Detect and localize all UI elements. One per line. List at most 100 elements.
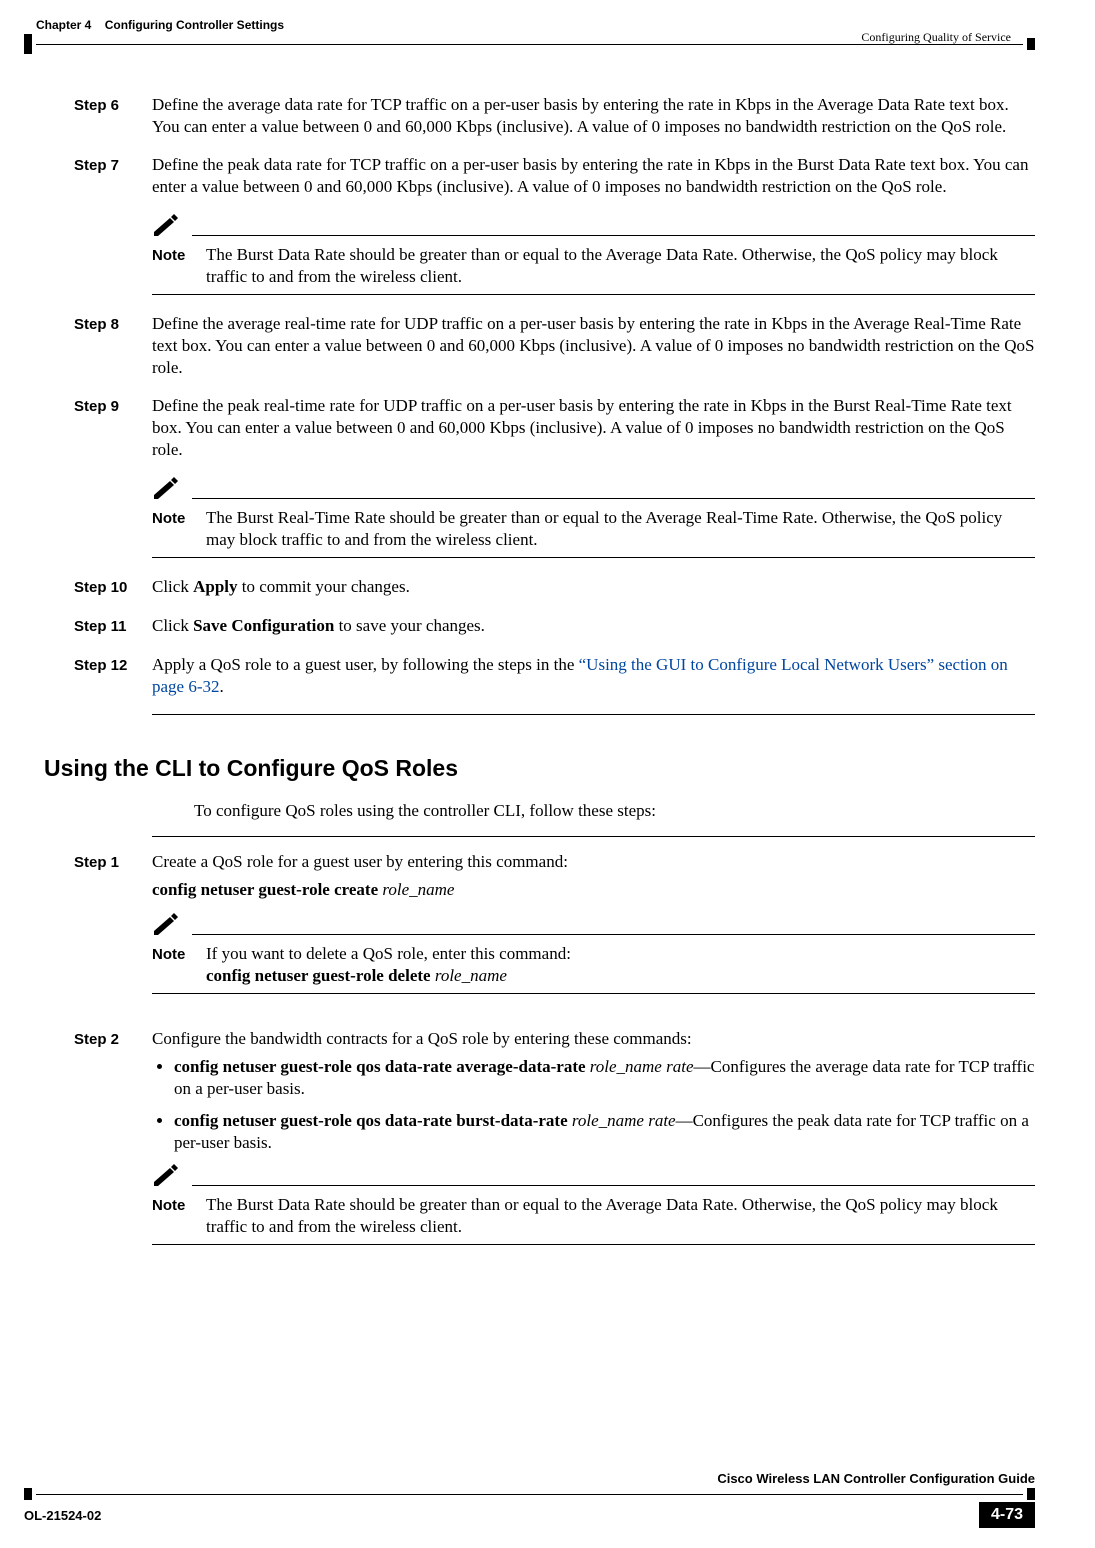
- header-bar-left: [24, 34, 32, 54]
- page-number: 4-73: [979, 1502, 1035, 1528]
- bold: Apply: [193, 577, 237, 596]
- step-body: Define the peak real-time rate for UDP t…: [152, 395, 1035, 461]
- step-label: Step 9: [74, 395, 152, 461]
- command: config netuser guest-role create: [152, 880, 382, 899]
- note-text: If you want to delete a QoS role, enter …: [206, 943, 1035, 987]
- text: If you want to delete a QoS role, enter …: [206, 944, 571, 963]
- step-label: Step 2: [74, 1028, 152, 1263]
- note-text: The Burst Data Rate should be greater th…: [206, 1194, 1035, 1238]
- list-item: config netuser guest-role qos data-rate …: [174, 1110, 1035, 1154]
- section-end-rule: [152, 714, 1035, 715]
- note-label: Note: [152, 507, 206, 551]
- text: to commit your changes.: [238, 577, 410, 596]
- doc-number: OL-21524-02: [24, 1508, 101, 1523]
- step-7: Step 7 Define the peak data rate for TCP…: [74, 154, 1035, 198]
- note-rule-bot: [152, 993, 1035, 994]
- section-intro: To configure QoS roles using the control…: [194, 800, 1035, 822]
- step-label: Step 8: [74, 313, 152, 379]
- page: Chapter 4 Configuring Controller Setting…: [0, 0, 1095, 1548]
- step-label: Step 12: [74, 654, 152, 698]
- chapter-title: Configuring Controller Settings: [105, 18, 284, 32]
- pen-icon: [152, 477, 192, 503]
- pen-icon: [152, 1164, 192, 1190]
- step-label: Step 1: [74, 851, 152, 1012]
- step-body: Configure the bandwidth contracts for a …: [152, 1028, 1035, 1263]
- step-9: Step 9 Define the peak real-time rate fo…: [74, 395, 1035, 461]
- step-body: Define the average data rate for TCP tra…: [152, 94, 1035, 138]
- step-12: Step 12 Apply a QoS role to a guest user…: [74, 654, 1035, 698]
- text: .: [220, 677, 224, 696]
- note-rule-bot: [152, 294, 1035, 295]
- list-item: config netuser guest-role qos data-rate …: [174, 1056, 1035, 1100]
- step-body: Click Apply to commit your changes.: [152, 576, 1035, 599]
- footer-bar-right: [1027, 1488, 1035, 1500]
- note-rule-bot: [152, 557, 1035, 558]
- note-content: Note If you want to delete a QoS role, e…: [152, 939, 1035, 993]
- command: config netuser guest-role qos data-rate …: [174, 1057, 590, 1076]
- section-heading: Using the CLI to Configure QoS Roles: [44, 755, 1035, 782]
- cli-step-2: Step 2 Configure the bandwidth contracts…: [74, 1028, 1035, 1263]
- footer-guide: Cisco Wireless LAN Controller Configurat…: [24, 1471, 1035, 1486]
- command-arg: role_name: [382, 880, 454, 899]
- step-body: Apply a QoS role to a guest user, by fol…: [152, 654, 1035, 698]
- note-label: Note: [152, 244, 206, 288]
- footer-bar-left: [24, 1488, 32, 1500]
- note-text: The Burst Real-Time Rate should be great…: [206, 507, 1035, 551]
- footer-bottom: OL-21524-02 4-73: [24, 1502, 1035, 1528]
- header-bar-right: [1027, 38, 1035, 50]
- command: config netuser guest-role qos data-rate …: [174, 1111, 572, 1130]
- step-label: Step 10: [74, 576, 152, 599]
- note-rule-bot: [152, 1244, 1035, 1245]
- step-label: Step 6: [74, 94, 152, 138]
- note-content: Note The Burst Data Rate should be great…: [152, 1190, 1035, 1244]
- text: Configure the bandwidth contracts for a …: [152, 1028, 1035, 1050]
- step-8: Step 8 Define the average real-time rate…: [74, 313, 1035, 379]
- cli-step-1: Step 1 Create a QoS role for a guest use…: [74, 851, 1035, 1012]
- note-label: Note: [152, 943, 206, 987]
- note-block: Note The Burst Real-Time Rate should be …: [152, 477, 1035, 558]
- footer-line: [36, 1494, 1023, 1495]
- step-6: Step 6 Define the average data rate for …: [74, 94, 1035, 138]
- text: Click: [152, 577, 193, 596]
- text: Create a QoS role for a guest user by en…: [152, 851, 1035, 873]
- note-line: [192, 498, 1035, 499]
- note-line: [192, 235, 1035, 236]
- text: to save your changes.: [334, 616, 485, 635]
- text: Apply a QoS role to a guest user, by fol…: [152, 655, 579, 674]
- pen-icon: [152, 913, 192, 939]
- footer-right: 4-73: [971, 1502, 1035, 1528]
- note-text: The Burst Data Rate should be greater th…: [206, 244, 1035, 288]
- note-content: Note The Burst Data Rate should be great…: [152, 240, 1035, 294]
- command-line: config netuser guest-role create role_na…: [152, 879, 1035, 901]
- content: Step 6 Define the average data rate for …: [74, 94, 1035, 1263]
- text: Click: [152, 616, 193, 635]
- step-body: Click Save Configuration to save your ch…: [152, 615, 1035, 638]
- note-rule-top: [152, 913, 1035, 939]
- note-line: [192, 1185, 1035, 1186]
- step-body: Define the peak data rate for TCP traffi…: [152, 154, 1035, 198]
- command-arg: role_name rate: [572, 1111, 676, 1130]
- note-rule-top: [152, 477, 1035, 503]
- note-content: Note The Burst Real-Time Rate should be …: [152, 503, 1035, 557]
- pen-icon: [152, 214, 192, 240]
- step-label: Step 11: [74, 615, 152, 638]
- step-body: Define the average real-time rate for UD…: [152, 313, 1035, 379]
- step-label: Step 7: [74, 154, 152, 198]
- note-block: Note If you want to delete a QoS role, e…: [152, 913, 1035, 994]
- step-10: Step 10 Click Apply to commit your chang…: [74, 576, 1035, 599]
- note-line: [192, 934, 1035, 935]
- thin-rule: [152, 836, 1035, 837]
- bullet-list: config netuser guest-role qos data-rate …: [152, 1056, 1035, 1154]
- note-rule-top: [152, 214, 1035, 240]
- command-arg: role_name: [435, 966, 507, 985]
- footer-rule: [24, 1488, 1035, 1500]
- step-body: Create a QoS role for a guest user by en…: [152, 851, 1035, 1012]
- step-11: Step 11 Click Save Configuration to save…: [74, 615, 1035, 638]
- note-block: Note The Burst Data Rate should be great…: [152, 1164, 1035, 1245]
- note-label: Note: [152, 1194, 206, 1238]
- chapter-number: Chapter 4: [36, 18, 91, 32]
- footer: Cisco Wireless LAN Controller Configurat…: [24, 1471, 1035, 1528]
- bold: Save Configuration: [193, 616, 334, 635]
- note-block: Note The Burst Data Rate should be great…: [152, 214, 1035, 295]
- command-arg: role_name rate: [590, 1057, 694, 1076]
